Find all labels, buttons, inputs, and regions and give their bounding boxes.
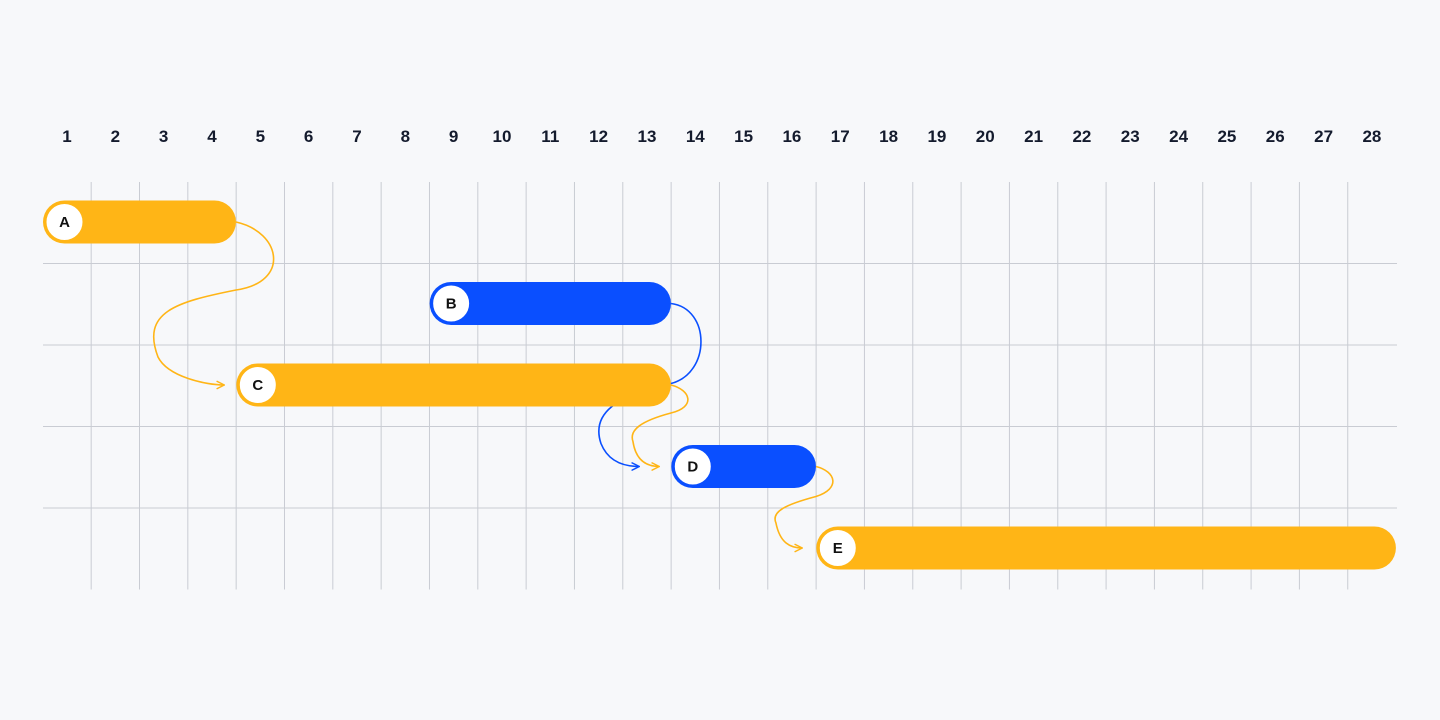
day-label-13: 13: [637, 127, 657, 146]
day-label-24: 24: [1169, 127, 1189, 146]
day-label-18: 18: [879, 127, 899, 146]
day-label-26: 26: [1265, 127, 1285, 146]
task-bar-fill: [236, 363, 671, 407]
day-label-25: 25: [1217, 127, 1237, 146]
task-bar-d[interactable]: D: [671, 445, 816, 488]
task-node: [817, 528, 858, 568]
day-label-16: 16: [782, 127, 802, 146]
day-label-8: 8: [400, 127, 411, 146]
day-label-22: 22: [1072, 127, 1092, 146]
day-label-7: 7: [352, 127, 362, 146]
day-label-2: 2: [110, 127, 121, 146]
day-label-11: 11: [541, 127, 560, 146]
task-node: [237, 365, 278, 405]
day-label-14: 14: [685, 127, 705, 146]
day-label-6: 6: [303, 127, 314, 146]
day-label-1: 1: [62, 127, 72, 146]
task-bar-fill: [816, 526, 1396, 570]
day-label-12: 12: [589, 127, 609, 146]
task-label: C: [252, 377, 263, 394]
dependency-A-to-C: [152, 221, 275, 390]
day-label-20: 20: [975, 127, 995, 146]
task-bar-c[interactable]: C: [236, 363, 671, 407]
day-label-5: 5: [255, 127, 266, 146]
day-label-19: 19: [927, 127, 947, 146]
task-bars: A B C D E: [43, 200, 1396, 570]
task-label: D: [687, 459, 698, 476]
task-bar-fill: [429, 282, 671, 325]
task-bar-e[interactable]: E: [816, 526, 1396, 570]
task-label: B: [446, 296, 457, 313]
day-label-21: 21: [1024, 127, 1044, 146]
day-label-9: 9: [448, 127, 459, 146]
dependency-D-to-E: [774, 465, 834, 553]
day-label-4: 4: [207, 127, 217, 146]
task-node: [431, 283, 472, 324]
day-label-3: 3: [158, 127, 169, 146]
task-label: E: [833, 540, 843, 557]
task-label: A: [59, 214, 70, 231]
day-label-17: 17: [830, 127, 850, 146]
day-label-27: 27: [1314, 127, 1334, 146]
task-bar-b[interactable]: B: [429, 282, 671, 325]
dependency-C-to-D: [631, 384, 689, 471]
grid: [43, 182, 1397, 590]
task-bar-fill: [43, 200, 236, 244]
task-node: [672, 446, 713, 487]
task-node: [44, 202, 85, 242]
day-label-23: 23: [1120, 127, 1140, 146]
day-label-15: 15: [734, 127, 754, 146]
day-label-10: 10: [492, 127, 512, 146]
day-label-28: 28: [1362, 127, 1382, 146]
task-bar-a[interactable]: A: [43, 200, 236, 244]
